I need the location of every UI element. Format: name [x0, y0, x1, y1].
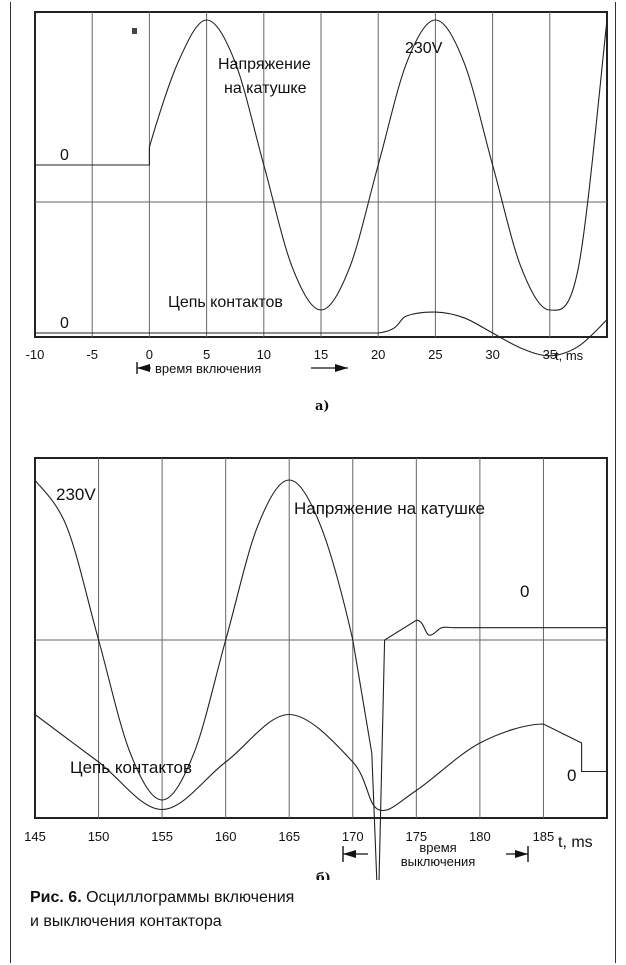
caption-figure-number: Рис. 6. [30, 889, 82, 906]
scope-b-x-ticks: 145 150 155 160 165 170 175 180 185 [24, 829, 554, 844]
oscillogram-a: 0 0 230V Напряжение на катушке Цепь конт… [26, 11, 608, 414]
scope-b-coil-zero-label: 0 [520, 582, 529, 601]
panel-a-label: а) [315, 399, 330, 414]
scope-a-x-tick-label: 0 [146, 347, 153, 362]
scope-a-contact-zero-label: 0 [60, 315, 69, 332]
scope-a-coil-series-label-2: на катушке [224, 80, 307, 97]
scope-b-x-tick-label: 145 [24, 829, 46, 844]
scope-a-x-tick-label: 35 [543, 347, 557, 362]
scope-a-grid [35, 12, 607, 337]
figure-caption: Рис. 6. Осциллограммы включения и выключ… [30, 886, 450, 934]
scope-b-screen [34, 457, 608, 819]
scope-a-switch-on-time-label: время включения [155, 361, 261, 376]
scope-a-coil-zero-label: 0 [60, 147, 69, 164]
scope-b-x-tick-label: 175 [405, 829, 427, 844]
scope-b-x-tick-label: 185 [533, 829, 555, 844]
scope-a-x-tick-label: -10 [26, 347, 45, 362]
scope-a-x-tick-label: 15 [314, 347, 328, 362]
trigger-marker [132, 28, 137, 34]
scope-a-coil-series-label-1: Напряжение [218, 56, 311, 73]
scope-b-switch-off-time-arrow: время выключения [342, 840, 529, 869]
scope-a-contact-series-label: Цепь контактов [168, 294, 283, 311]
scope-b-contact-zero-label: 0 [567, 766, 576, 785]
scope-b-coil-voltage-trace [34, 479, 607, 880]
figure-frame [10, 2, 616, 963]
scope-a-x-tick-label: 30 [485, 347, 499, 362]
scope-a-contact-circuit-trace [35, 311, 608, 357]
scope-b-x-tick-label: 155 [151, 829, 173, 844]
scope-a-x-tick-label: 20 [371, 347, 385, 362]
scope-b-xlabel: t, ms [558, 834, 593, 851]
scope-a-x-tick-label: 10 [257, 347, 271, 362]
scope-a-switch-on-time-arrow: время включения [136, 361, 348, 376]
scope-a-x-tick-label: 25 [428, 347, 442, 362]
scope-b-amplitude-label: 230V [56, 485, 96, 504]
scope-b-x-tick-label: 170 [342, 829, 364, 844]
panel-b-label: б) [316, 871, 331, 880]
caption-line-1: Осциллограммы включения [81, 889, 295, 906]
scope-a-x-tick-label: 5 [203, 347, 210, 362]
oscillogram-b: 230V Напряжение на катушке 0 Цепь контак… [24, 457, 608, 880]
scope-a-coil-voltage-trace [35, 19, 608, 311]
scope-a-x-tick-label: -5 [86, 347, 98, 362]
scope-b-x-tick-label: 180 [469, 829, 491, 844]
scope-b-contact-circuit-trace [34, 713, 607, 812]
scope-a-x-ticks: -10 -5 0 5 10 15 20 25 30 35 [26, 347, 557, 362]
scope-b-switch-off-time-label-2: выключения [401, 854, 476, 869]
caption-line-2: и выключения контактора [30, 913, 222, 930]
scope-b-switch-off-time-label-1: время [419, 840, 456, 855]
scope-b-x-tick-label: 160 [215, 829, 237, 844]
scope-a-xlabel: t, ms [555, 348, 584, 363]
scope-b-x-tick-label: 150 [88, 829, 110, 844]
scope-b-x-tick-label: 165 [278, 829, 300, 844]
scope-b-coil-series-label: Напряжение на катушке [294, 499, 485, 518]
scope-a-amplitude-label: 230V [405, 40, 443, 57]
scope-b-contact-series-label: Цепь контактов [70, 758, 192, 777]
